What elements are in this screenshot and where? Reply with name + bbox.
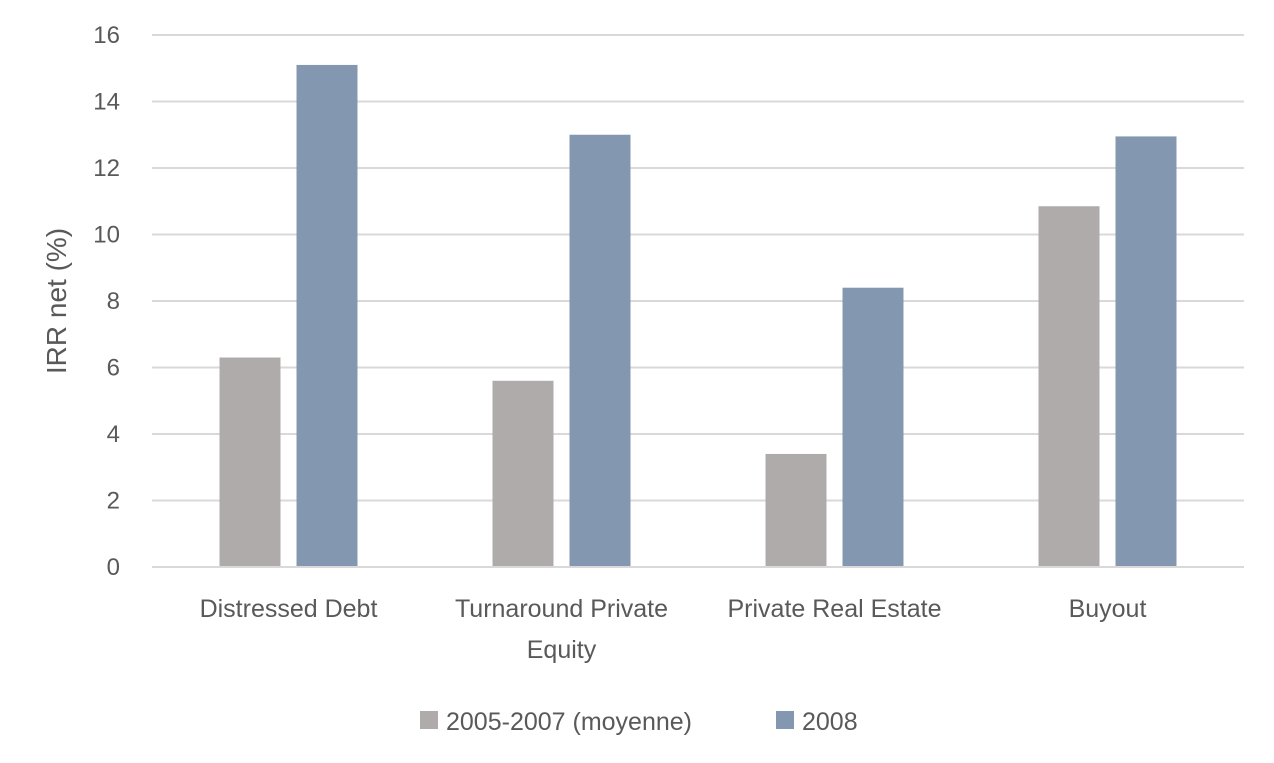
- x-category-label: Buyout: [1069, 595, 1147, 623]
- y-tick-label: 0: [107, 554, 120, 581]
- y-tick-label: 6: [107, 355, 120, 382]
- bar: [1038, 206, 1100, 568]
- legend-label: 2005-2007 (moyenne): [446, 708, 692, 736]
- bar: [765, 453, 827, 567]
- y-tick-label: 16: [93, 22, 120, 49]
- y-axis-label: IRR net (%): [41, 228, 72, 374]
- bar: [842, 287, 904, 567]
- y-tick-label: 10: [93, 222, 120, 249]
- legend-label: 2008: [802, 708, 858, 736]
- y-tick-label: 14: [93, 89, 120, 116]
- bar: [296, 64, 358, 568]
- bar: [492, 380, 554, 567]
- x-category-label: Private Real Estate: [728, 595, 942, 623]
- legend-swatch: [776, 711, 794, 729]
- bar: [219, 357, 281, 567]
- x-category-label: Turnaround Private: [455, 595, 668, 623]
- x-axis-categories: Distressed Debt Turnaround Private Equity P…: [200, 595, 1147, 664]
- y-tick-label: 2: [107, 488, 120, 515]
- bar: [569, 134, 631, 567]
- y-tick-label: 4: [107, 421, 120, 448]
- bars: [219, 64, 1177, 568]
- y-axis-ticks: 0 2 4 6 8 10 12 14 16: [93, 22, 120, 581]
- y-tick-label: 12: [93, 155, 120, 182]
- bar: [1115, 136, 1177, 567]
- legend-swatch: [420, 711, 438, 729]
- legend: 2005-2007 (moyenne) 2008: [420, 708, 858, 736]
- x-category-label: Distressed Debt: [200, 595, 378, 623]
- y-tick-label: 8: [107, 288, 120, 315]
- x-category-label: Equity: [527, 636, 597, 664]
